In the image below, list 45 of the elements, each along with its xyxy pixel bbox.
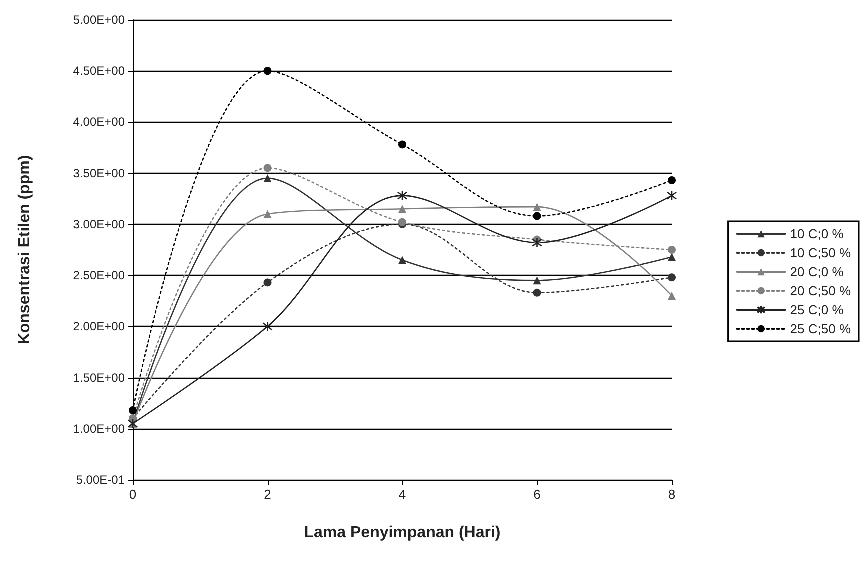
x-axis-title: Lama Penyimpanan (Hari)	[304, 524, 501, 542]
y-tick-label: 4.00E+00	[73, 115, 126, 130]
point	[533, 212, 542, 220]
y-tick-label: 3.50E+00	[73, 166, 126, 180]
point	[129, 406, 137, 414]
legend-label: 10 C;50 %	[790, 246, 852, 260]
y-tick-label: 5.00E+00	[73, 13, 126, 27]
point	[264, 164, 272, 172]
x-tick-label: 4	[398, 487, 406, 502]
y-tick-label: 1.50E+00	[73, 370, 126, 385]
y-tick-label: 3.00E+00	[73, 217, 126, 232]
point	[666, 190, 678, 201]
point	[533, 203, 542, 212]
y-tick-label: 4.50E+00	[73, 64, 126, 78]
point	[668, 274, 676, 282]
point	[533, 288, 542, 297]
y-tick-label: 2.00E+00	[73, 320, 126, 334]
point	[398, 205, 406, 214]
x-tick-label: 8	[668, 487, 676, 502]
point	[397, 190, 408, 201]
point	[533, 276, 542, 285]
point	[264, 278, 272, 287]
y-tick-label: 2.50E+00	[73, 268, 126, 283]
point	[264, 67, 272, 76]
y-tick-label: 1.00E+00	[73, 422, 126, 436]
point	[398, 256, 406, 264]
legend-label: 10 C;0 %	[790, 226, 844, 242]
x-tick-label: 6	[534, 487, 541, 502]
legend-label: 20 C;0 %	[790, 264, 844, 280]
point	[398, 140, 406, 149]
legend-label: 25 C;50 %	[790, 322, 852, 336]
legend-label: 20 C;50 %	[790, 284, 852, 298]
point	[668, 246, 676, 254]
x-tick-label: 0	[129, 487, 137, 502]
point	[262, 322, 273, 332]
x-tick-label: 2	[264, 487, 272, 502]
point	[264, 174, 272, 182]
point	[264, 210, 272, 218]
legend-label: 25 C;0 %	[790, 302, 844, 318]
y-tick-label: 5.00E-01	[76, 473, 126, 487]
point	[668, 253, 676, 262]
point	[668, 176, 676, 184]
point	[532, 238, 542, 248]
y-axis-title: Konsentrasi Etilen (ppm)	[16, 155, 34, 345]
point	[668, 292, 676, 300]
